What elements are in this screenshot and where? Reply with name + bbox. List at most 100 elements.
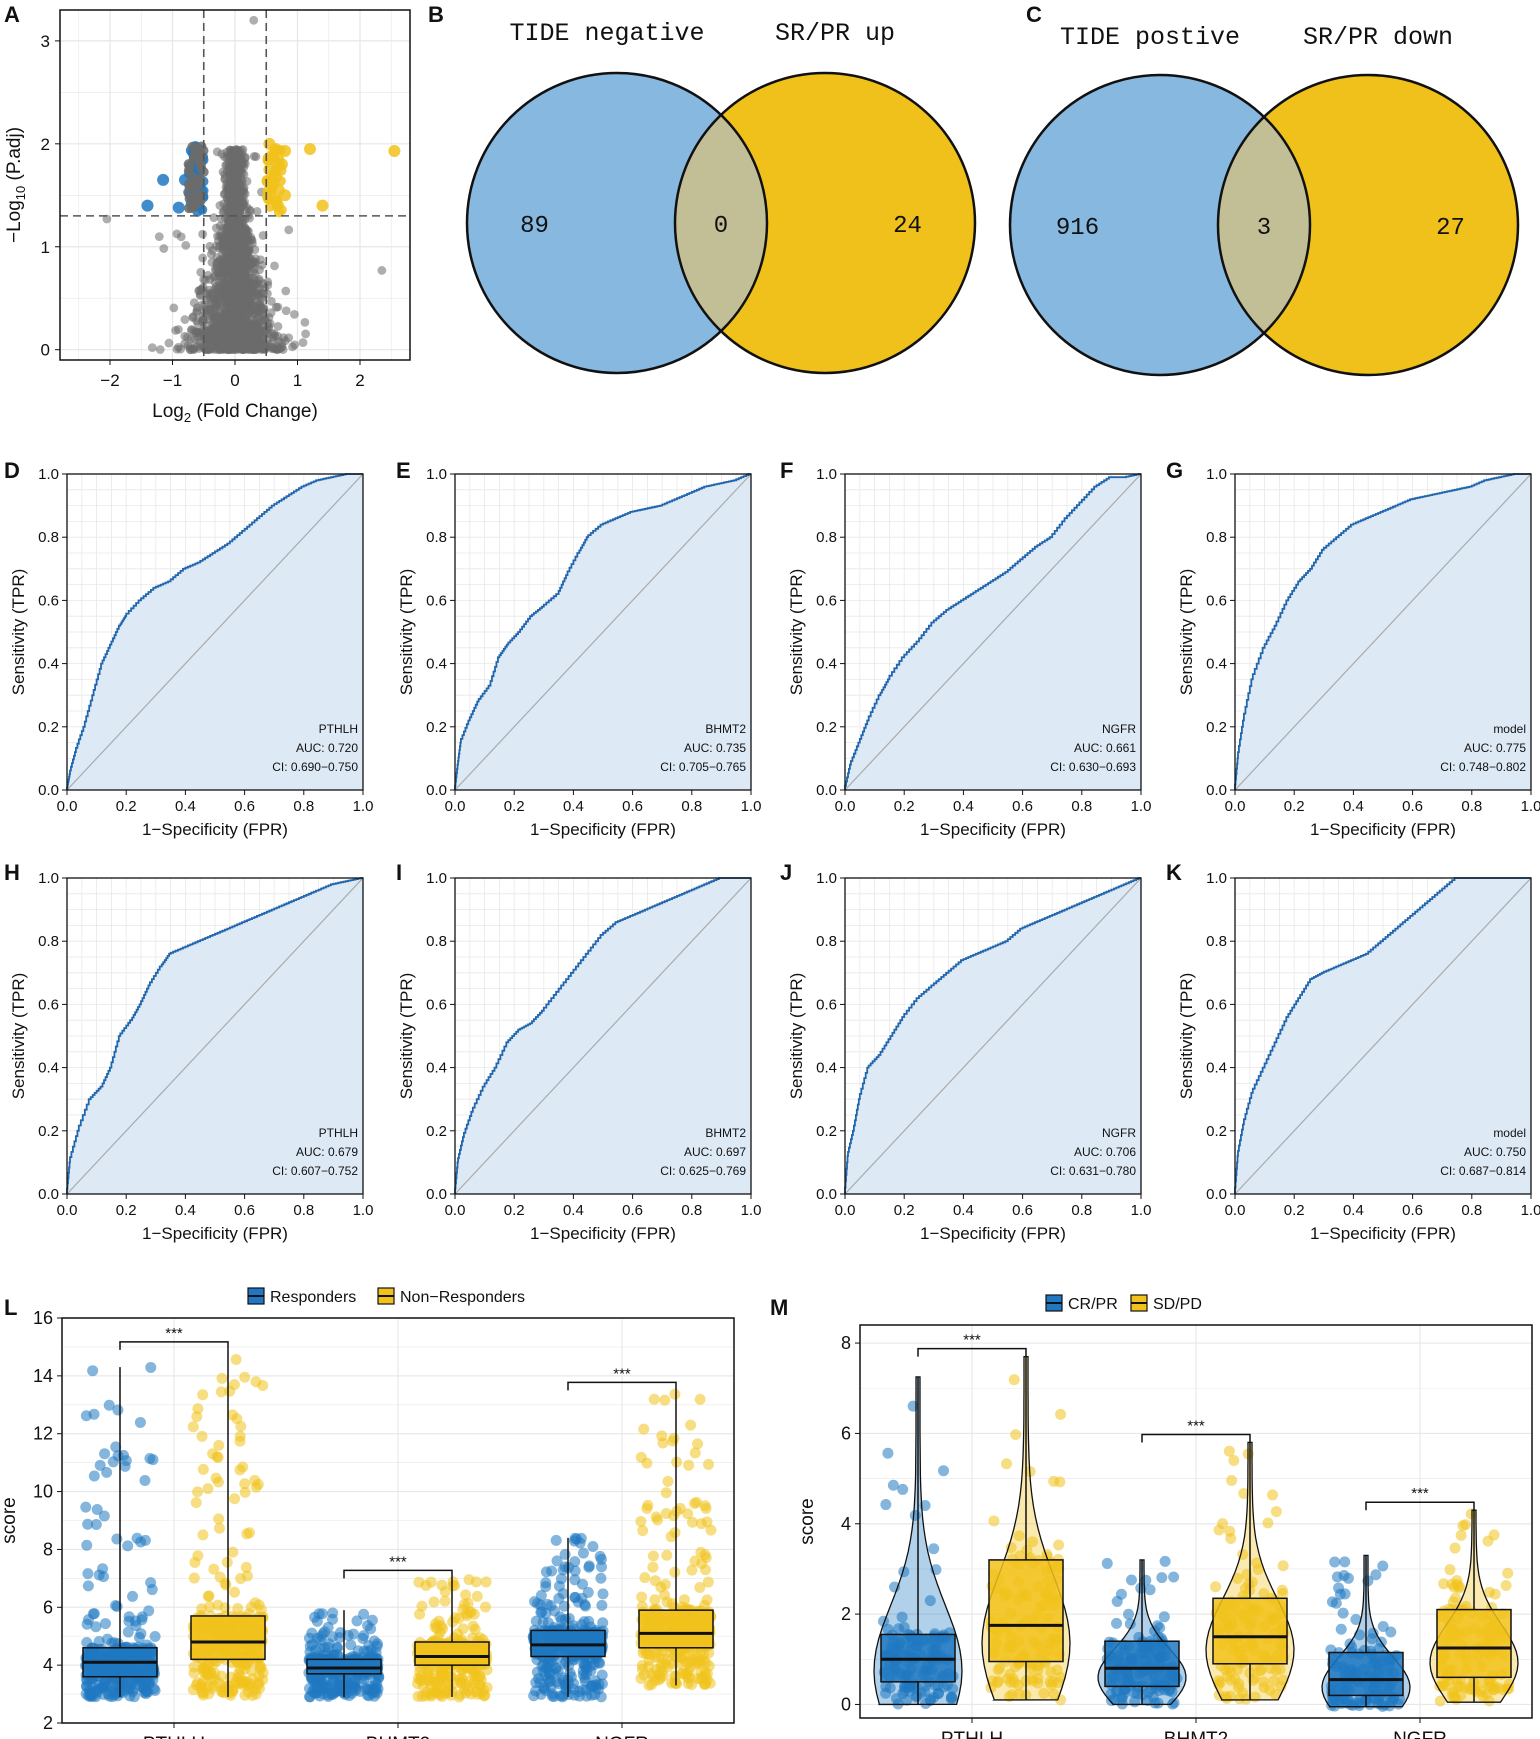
- ns-point: [188, 312, 198, 321]
- ns-point: [238, 215, 247, 225]
- jitter-point: [239, 1371, 251, 1383]
- jitter-point: [467, 1632, 479, 1644]
- ns-point: [187, 141, 198, 152]
- x-tick-label: 1.0: [1521, 1202, 1540, 1219]
- jitter-point: [240, 1561, 252, 1573]
- jitter-point: [1027, 1536, 1039, 1548]
- ci-label: CI: 0.630−0.693: [1050, 760, 1136, 774]
- jitter-point: [99, 1448, 111, 1460]
- ns-point: [198, 326, 208, 336]
- jitter-point: [689, 1497, 701, 1509]
- ns-point: [194, 158, 205, 169]
- jitter-point: [669, 1388, 681, 1400]
- roc-panel-i: 0.00.00.20.20.40.40.60.60.80.81.01.01−Sp…: [397, 870, 761, 1243]
- roc-curve: [844, 877, 1141, 1194]
- y-tick-label: 4: [43, 1655, 53, 1675]
- y-tick-label: 1.0: [816, 870, 837, 887]
- y-tick-label: 0.0: [426, 782, 447, 799]
- ns-point: [239, 187, 249, 197]
- legend-label: Responders: [270, 1289, 356, 1306]
- y-tick-label: 0.8: [816, 933, 837, 950]
- x-tick-label: 0.2: [1284, 1202, 1305, 1219]
- y-tick-label: 2: [43, 1713, 53, 1733]
- venn-left-circle: [1010, 75, 1310, 375]
- ns-point: [290, 340, 300, 350]
- jitter-point: [636, 1601, 648, 1613]
- jitter-point: [1013, 1530, 1025, 1542]
- jitter-point: [213, 1522, 225, 1534]
- jitter-point: [428, 1596, 440, 1608]
- jitter-point: [581, 1690, 593, 1702]
- jitter-point: [103, 1690, 115, 1702]
- down-point: [157, 173, 170, 186]
- venn-right-circle: [1218, 75, 1518, 375]
- jitter-point: [327, 1613, 339, 1625]
- y-tick-label: 1: [41, 238, 50, 257]
- ns-point: [205, 275, 215, 284]
- ns-point: [270, 261, 279, 271]
- up-point: [304, 142, 316, 155]
- jitter-point: [101, 1466, 113, 1478]
- x-tick-label: −2: [100, 371, 119, 390]
- y-axis-label: Sensitivity (TPR): [397, 973, 416, 1100]
- y-tick-label: 0.0: [426, 1186, 447, 1203]
- auc-label: AUC: 0.706: [1074, 1145, 1136, 1159]
- jitter-point: [229, 1586, 241, 1598]
- jitter-point: [471, 1590, 483, 1602]
- x-tick-label: 0.2: [116, 1202, 137, 1219]
- y-tick-label: 0.4: [426, 656, 447, 673]
- jitter-point: [635, 1451, 647, 1463]
- y-tick-label: 0.4: [426, 1060, 447, 1077]
- jitter-point: [138, 1682, 150, 1694]
- y-tick-label: 0.6: [38, 592, 59, 609]
- y-tick-label: 0.2: [38, 719, 59, 736]
- box: [638, 1609, 714, 1649]
- y-tick-label: 16: [33, 1308, 53, 1328]
- roc-curve: [844, 473, 1141, 790]
- jitter-point: [81, 1539, 93, 1551]
- ns-point: [214, 289, 223, 298]
- panel-label-g: G: [1166, 458, 1183, 483]
- roc-label: BHMT2: [705, 722, 746, 736]
- jitter-point: [213, 1513, 225, 1525]
- venn-overlap: [1218, 116, 1311, 334]
- y-tick-label: 1.0: [38, 870, 59, 887]
- jitter-point: [234, 1435, 246, 1447]
- panel-label-d: D: [4, 458, 20, 483]
- y-tick-label: 0.4: [1206, 1060, 1227, 1077]
- jitter-point: [216, 1372, 228, 1384]
- y-tick-label: 1.0: [1206, 870, 1227, 887]
- roc-panel-e: 0.00.00.20.20.40.40.60.60.80.81.01.01−Sp…: [397, 466, 761, 839]
- jitter-point: [202, 1483, 214, 1495]
- jitter-point: [569, 1591, 581, 1603]
- plot-border: [844, 473, 1142, 791]
- jitter-point: [597, 1588, 609, 1600]
- jitter-point: [636, 1591, 648, 1603]
- jitter-point: [581, 1659, 593, 1671]
- y-tick-label: 0.2: [1206, 1123, 1227, 1140]
- jitter-point: [897, 1483, 909, 1495]
- venn-left-circle: [467, 73, 767, 373]
- venn-right-title: SR/PR down: [1303, 23, 1453, 52]
- jitter-point: [107, 1456, 119, 1468]
- jitter-point: [357, 1632, 369, 1644]
- jitter-point: [215, 1386, 227, 1398]
- jitter-point: [551, 1555, 563, 1567]
- ns-point: [221, 204, 231, 214]
- jitter-point: [928, 1543, 940, 1555]
- jitter-point: [188, 1661, 200, 1673]
- ns-point: [189, 345, 199, 354]
- jitter-point: [577, 1578, 589, 1590]
- jitter-point: [247, 1689, 259, 1701]
- jitter-point: [101, 1633, 113, 1645]
- ns-point: [205, 304, 215, 314]
- ns-point: [267, 342, 277, 352]
- ci-label: CI: 0.625−0.769: [660, 1164, 746, 1178]
- jitter-point: [439, 1595, 451, 1607]
- ns-point: [254, 325, 264, 335]
- jitter-point: [480, 1576, 492, 1588]
- jitter-point: [560, 1613, 572, 1625]
- jitter-point: [676, 1667, 688, 1679]
- significance-bracket: [343, 1569, 453, 1579]
- y-axis-label: Sensitivity (TPR): [787, 569, 806, 696]
